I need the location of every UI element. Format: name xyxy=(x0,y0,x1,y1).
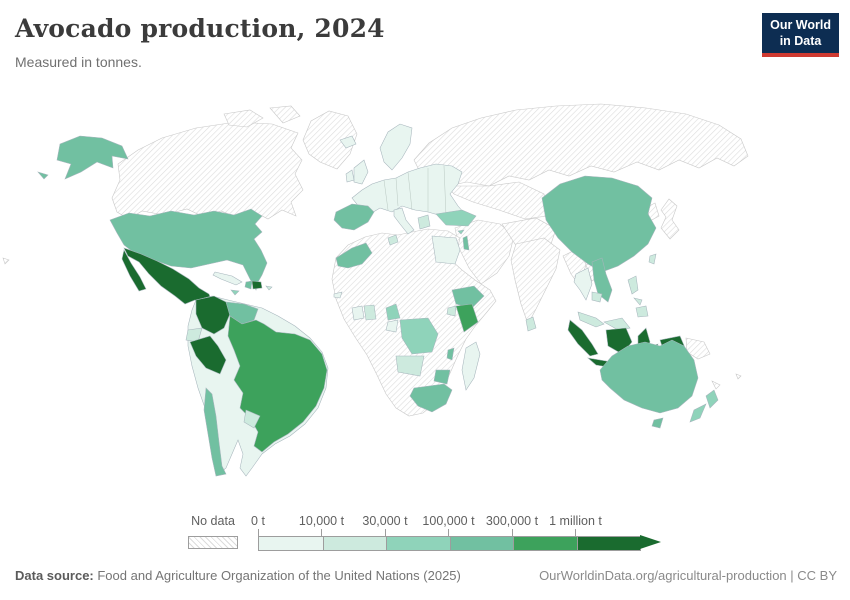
country-malaysia[interactable] xyxy=(577,311,631,331)
country-israel[interactable] xyxy=(462,235,470,251)
country-uganda[interactable] xyxy=(446,305,457,317)
country-chile[interactable] xyxy=(203,387,227,477)
owid-logo[interactable]: Our World in Data xyxy=(762,13,839,58)
country-ethiopia[interactable] xyxy=(451,285,485,309)
legend-no-data-swatch[interactable] xyxy=(188,536,238,549)
country-arctic-islands[interactable] xyxy=(223,105,301,128)
country-australia[interactable] xyxy=(599,339,699,429)
legend-tick-label-2: 30,000 t xyxy=(362,514,408,528)
legend-tick-label-0: 0 t xyxy=(251,514,265,528)
country-ireland[interactable] xyxy=(345,169,355,183)
country-haiti[interactable] xyxy=(244,280,253,290)
country-dr-congo[interactable] xyxy=(399,317,439,355)
legend-tick-label-4: 300,000 t xyxy=(485,514,539,528)
legend-tick xyxy=(258,529,259,536)
country-morocco[interactable] xyxy=(335,242,373,269)
legend-tick xyxy=(321,529,322,536)
country-madagascar[interactable] xyxy=(461,341,481,391)
legend-bin-3[interactable] xyxy=(449,537,513,550)
footer: Data source: Food and Agriculture Organi… xyxy=(15,568,837,583)
country-india[interactable] xyxy=(510,237,561,325)
credit-link[interactable]: OurWorldinData.org/agricultural-producti… xyxy=(539,568,837,583)
europe-borders xyxy=(383,165,447,217)
country-saudi-arabia[interactable] xyxy=(454,219,515,285)
country-united-kingdom[interactable] xyxy=(353,159,369,185)
country-senegal[interactable] xyxy=(333,291,343,299)
country-cambodia[interactable] xyxy=(591,291,603,303)
country-malawi[interactable] xyxy=(446,347,455,361)
legend-tick xyxy=(385,529,386,536)
country-cote-divoire[interactable] xyxy=(351,305,365,321)
country-philippines[interactable] xyxy=(627,275,649,318)
country-angola[interactable] xyxy=(395,355,425,377)
map-legend: No data 0 t 10,000 t 30,000 t 100,000 t … xyxy=(0,514,850,556)
country-kazakhstan[interactable] xyxy=(446,181,548,220)
legend-bin-2[interactable] xyxy=(386,537,450,550)
legend-bin-5[interactable] xyxy=(576,537,640,550)
country-egypt[interactable] xyxy=(431,235,461,265)
owid-logo-line2: in Data xyxy=(779,33,822,48)
country-greece[interactable] xyxy=(417,214,431,230)
legend-color-ramp[interactable] xyxy=(258,536,641,551)
country-cyprus[interactable] xyxy=(457,229,465,235)
owid-logo-line1: Our World xyxy=(770,18,831,32)
country-italy[interactable] xyxy=(393,207,415,235)
country-scandinavia[interactable] xyxy=(379,123,413,171)
page-subtitle: Measured in tonnes. xyxy=(15,54,142,70)
legend-bin-0[interactable] xyxy=(259,537,323,550)
country-pacific-islands[interactable] xyxy=(2,257,742,390)
legend-tick-label-1: 10,000 t xyxy=(298,514,345,528)
legend-tick-label-3: 100,000 t xyxy=(422,514,475,528)
country-tunisia[interactable] xyxy=(387,234,399,246)
legend-arrow xyxy=(640,535,661,549)
country-iceland[interactable] xyxy=(339,135,357,149)
country-china[interactable] xyxy=(541,175,657,273)
country-thailand[interactable] xyxy=(573,267,593,301)
country-kenya[interactable] xyxy=(455,303,479,333)
country-ghana[interactable] xyxy=(363,304,377,321)
country-sri-lanka[interactable] xyxy=(525,316,537,332)
page-title: Avocado production, 2024 xyxy=(15,14,385,43)
country-gabon[interactable] xyxy=(385,319,399,333)
country-spain-portugal[interactable] xyxy=(333,203,375,231)
legend-tick xyxy=(448,529,449,536)
country-colombia[interactable] xyxy=(195,295,231,335)
country-taiwan[interactable] xyxy=(648,253,657,265)
country-united-states[interactable] xyxy=(109,208,268,291)
data-source-label: Data source: xyxy=(15,568,94,583)
legend-no-data-label: No data xyxy=(191,514,235,528)
country-japan[interactable] xyxy=(660,198,680,240)
country-europe-mainland[interactable] xyxy=(351,163,466,221)
country-canada[interactable] xyxy=(111,121,304,220)
legend-bin-1[interactable] xyxy=(322,537,386,550)
legend-tick xyxy=(575,529,576,536)
country-cuba[interactable] xyxy=(212,271,243,286)
country-jamaica[interactable] xyxy=(230,289,240,296)
country-zimbabwe[interactable] xyxy=(433,369,451,385)
country-puerto-rico[interactable] xyxy=(265,285,273,291)
country-new-zealand[interactable] xyxy=(689,389,719,423)
legend-tick xyxy=(512,529,513,536)
country-vietnam[interactable] xyxy=(591,257,613,303)
country-peru[interactable] xyxy=(189,335,227,375)
country-paraguay[interactable] xyxy=(243,409,261,429)
country-dominican-republic[interactable] xyxy=(251,280,263,290)
data-source-text: Data source: Food and Agriculture Organi… xyxy=(15,568,461,583)
legend-bin-4[interactable] xyxy=(513,537,577,550)
country-russia[interactable] xyxy=(413,103,749,187)
legend-tick-label-5: 1 million t xyxy=(549,514,602,528)
world-map[interactable] xyxy=(0,98,850,510)
country-cameroon[interactable] xyxy=(385,303,401,321)
country-alaska[interactable] xyxy=(37,135,129,180)
country-south-africa[interactable] xyxy=(409,383,453,413)
world-map-svg[interactable] xyxy=(0,98,850,510)
country-turkey[interactable] xyxy=(435,209,477,227)
